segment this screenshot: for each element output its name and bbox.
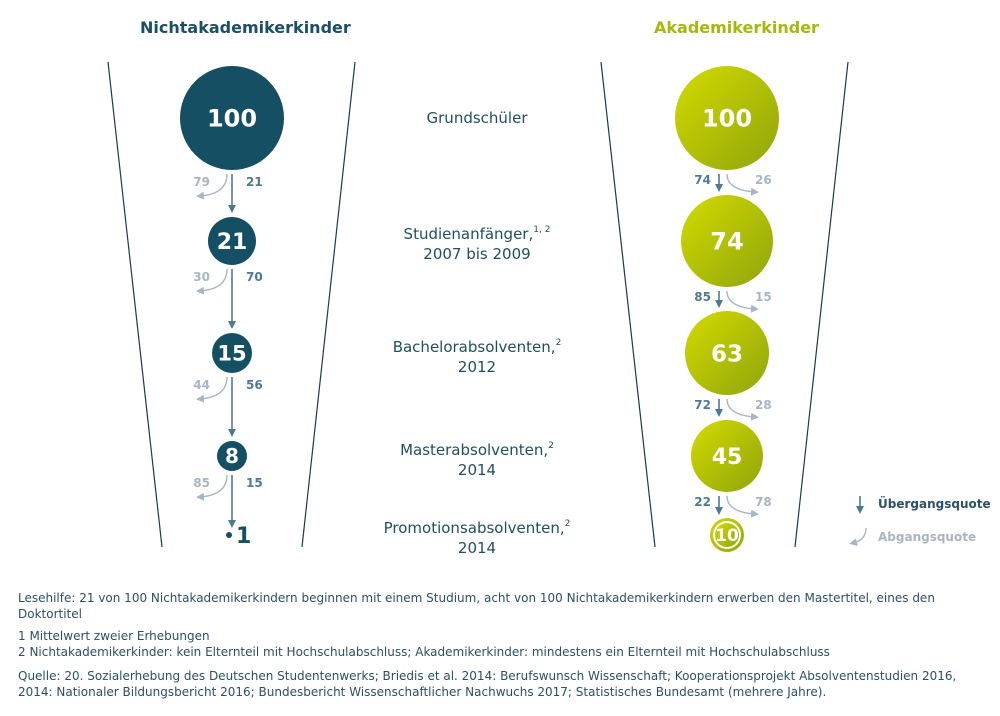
stage-footnote-ref: 2 xyxy=(555,338,562,348)
right-uebergang-3: 22 xyxy=(694,495,711,509)
stage-label-4: Promotionsabsolventen,2 2014 xyxy=(357,514,597,558)
left-dropout-arrow-0 xyxy=(196,173,228,200)
left-dropout-arrow-3 xyxy=(196,474,228,501)
funnel-line-left-outer xyxy=(107,61,163,548)
stage-year: 2007 bis 2009 xyxy=(423,245,531,263)
right-value-2: 63 xyxy=(711,341,743,367)
stage-label-3: Masterabsolventen,2 2014 xyxy=(357,436,597,480)
left-uebergang-1: 70 xyxy=(246,270,263,284)
right-abgang-1: 15 xyxy=(755,290,772,304)
funnel-line-left-inner xyxy=(301,61,356,548)
right-abgang-2: 28 xyxy=(755,398,772,412)
left-circle-2 xyxy=(212,333,252,373)
left-abgang-1: 30 xyxy=(193,270,210,284)
legend-abgangsquote: Abgangsquote xyxy=(878,530,977,544)
right-dropout-arrow-0 xyxy=(726,173,759,196)
left-dot-promotion xyxy=(226,532,232,538)
left-circle-0 xyxy=(180,66,284,170)
right-value-4: 10 xyxy=(715,526,739,546)
left-value-2: 15 xyxy=(217,342,246,366)
right-circle-0 xyxy=(675,66,779,170)
footnote-2: 2 Nichtakademikerkinder: kein Elternteil… xyxy=(18,645,830,659)
left-uebergang-2: 56 xyxy=(246,378,263,392)
left-value-3: 8 xyxy=(225,444,239,468)
left-circle-3 xyxy=(217,441,247,471)
right-circle-1 xyxy=(681,195,773,287)
stage-footnote-ref: 2 xyxy=(564,519,571,529)
funnel-line-right-outer xyxy=(794,61,849,548)
stage-year: 2012 xyxy=(457,358,497,376)
stage-footnote-ref: 1, 2 xyxy=(533,225,551,235)
right-dropout-arrow-1 xyxy=(726,290,759,313)
left-dropout-arrow-2 xyxy=(196,376,228,403)
header-nichtakademikerkinder: Nichtakademikerkinder xyxy=(140,18,351,37)
left-value-1: 21 xyxy=(217,230,248,255)
right-circle-3 xyxy=(691,420,763,492)
left-uebergang-0: 21 xyxy=(246,175,263,189)
source-note: Quelle: 20. Sozialerhebung des Deutschen… xyxy=(18,669,957,699)
stage-label-1: Studienanfänger,1, 2 2007 bis 2009 xyxy=(357,220,597,264)
stage-label-2: Bachelorabsolventen,2 2012 xyxy=(357,333,597,377)
right-dropout-arrow-3 xyxy=(726,495,759,518)
left-value-4: 1 xyxy=(236,524,251,549)
stage-name: Grundschüler xyxy=(426,109,528,127)
stage-name: Promotionsabsolventen, xyxy=(383,519,565,537)
right-circle-core-4 xyxy=(715,523,739,547)
right-circle-2 xyxy=(685,311,769,395)
left-dropout-arrow-1 xyxy=(196,268,228,295)
stage-label-0: Grundschüler xyxy=(357,108,597,128)
right-value-3: 45 xyxy=(712,445,743,470)
right-value-1: 74 xyxy=(710,228,743,256)
lesehilfe-text: Lesehilfe: 21 von 100 Nichtakademikerkin… xyxy=(18,591,935,621)
right-value-0: 100 xyxy=(702,105,752,133)
stage-name: Masterabsolventen, xyxy=(400,441,549,459)
left-circle-1 xyxy=(208,217,256,265)
stage-name: Bachelorabsolventen, xyxy=(392,338,556,356)
stage-year: 2014 xyxy=(457,539,497,557)
legend-abgang-arrow-icon xyxy=(849,527,867,546)
right-uebergang-1: 85 xyxy=(694,290,711,304)
stage-footnote-ref: 2 xyxy=(548,441,554,451)
funnel-line-right-inner xyxy=(600,61,656,548)
footnote-1: 1 Mittelwert zweier Erhebungen xyxy=(18,629,210,643)
left-abgang-3: 85 xyxy=(193,476,210,490)
right-abgang-0: 26 xyxy=(755,173,772,187)
stage-name: Studienanfänger, xyxy=(403,225,534,243)
left-uebergang-3: 15 xyxy=(246,476,263,490)
right-uebergang-2: 72 xyxy=(694,398,711,412)
left-abgang-2: 44 xyxy=(193,378,210,392)
right-uebergang-0: 74 xyxy=(694,173,711,187)
right-abgang-3: 78 xyxy=(755,495,772,509)
legend-uebergangsquote: Übergangsquote xyxy=(878,497,991,511)
left-abgang-0: 79 xyxy=(193,175,210,189)
left-value-0: 100 xyxy=(207,105,257,133)
stage-year: 2014 xyxy=(457,461,497,479)
right-dropout-arrow-2 xyxy=(726,398,759,421)
header-akademikerkinder: Akademikerkinder xyxy=(654,18,819,37)
